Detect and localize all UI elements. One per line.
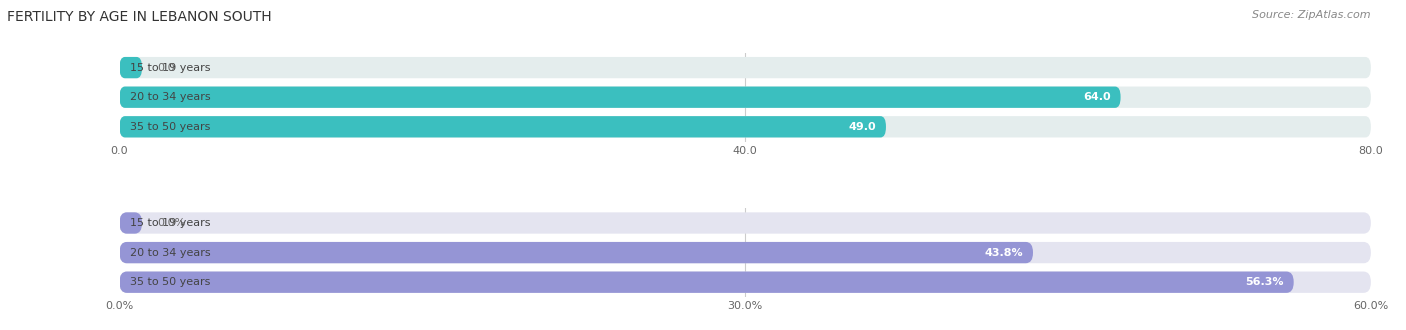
FancyBboxPatch shape bbox=[120, 57, 1371, 78]
FancyBboxPatch shape bbox=[120, 116, 1371, 138]
FancyBboxPatch shape bbox=[120, 212, 142, 234]
Text: 15 to 19 years: 15 to 19 years bbox=[129, 63, 209, 73]
Text: 43.8%: 43.8% bbox=[984, 248, 1024, 258]
Text: 64.0: 64.0 bbox=[1083, 92, 1111, 102]
FancyBboxPatch shape bbox=[120, 86, 1121, 108]
Text: 35 to 50 years: 35 to 50 years bbox=[129, 122, 209, 132]
Text: 49.0: 49.0 bbox=[848, 122, 876, 132]
FancyBboxPatch shape bbox=[120, 86, 1371, 108]
Text: 56.3%: 56.3% bbox=[1246, 277, 1284, 287]
Text: Source: ZipAtlas.com: Source: ZipAtlas.com bbox=[1253, 10, 1371, 20]
FancyBboxPatch shape bbox=[120, 57, 142, 78]
Text: FERTILITY BY AGE IN LEBANON SOUTH: FERTILITY BY AGE IN LEBANON SOUTH bbox=[7, 10, 271, 24]
Text: 35 to 50 years: 35 to 50 years bbox=[129, 277, 209, 287]
FancyBboxPatch shape bbox=[120, 272, 1294, 293]
Text: 0.0: 0.0 bbox=[157, 63, 174, 73]
FancyBboxPatch shape bbox=[120, 116, 886, 138]
FancyBboxPatch shape bbox=[120, 242, 1033, 263]
Text: 15 to 19 years: 15 to 19 years bbox=[129, 218, 209, 228]
FancyBboxPatch shape bbox=[120, 242, 1371, 263]
Text: 0.0%: 0.0% bbox=[157, 218, 186, 228]
FancyBboxPatch shape bbox=[120, 272, 1371, 293]
Text: 20 to 34 years: 20 to 34 years bbox=[129, 248, 209, 258]
FancyBboxPatch shape bbox=[120, 212, 1371, 234]
Text: 20 to 34 years: 20 to 34 years bbox=[129, 92, 209, 102]
